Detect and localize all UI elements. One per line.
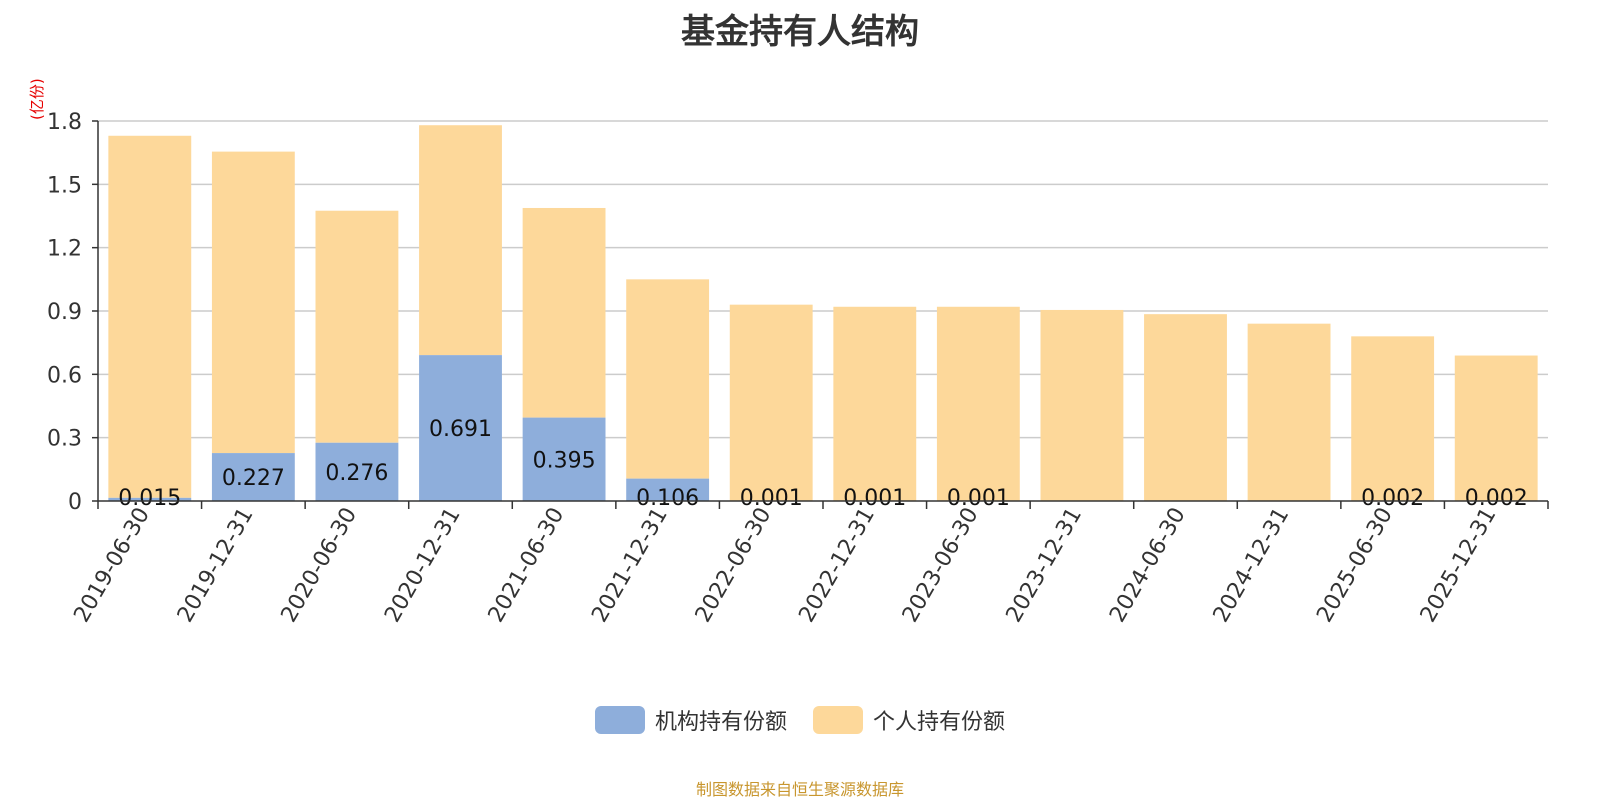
chart-plot: 0 0.3 0.6 0.9 1.2 1.5 1.8 0.015 0.227 0.276 0.691 0…	[47, 110, 1549, 627]
bar-individual	[1144, 314, 1227, 501]
bar-individual	[419, 125, 502, 356]
x-tick-label: 2021-12-31	[587, 504, 673, 627]
bar-individual	[936, 306, 1020, 501]
x-tick-label: 2021-06-30	[484, 504, 570, 627]
bar-individual	[108, 135, 192, 498]
source-note: 制图数据来自恒生聚源数据库	[695, 780, 904, 799]
data-label-institutional: 0.691	[429, 417, 492, 442]
data-label-institutional: 0.001	[843, 486, 906, 511]
y-tick-label: 0.6	[47, 363, 82, 388]
y-tick-label: 0.9	[47, 300, 82, 325]
data-label-institutional: 0.015	[118, 486, 181, 511]
legend: 机构持有份额 个人持有份额	[0, 704, 1600, 736]
bar-institutional	[522, 417, 606, 501]
bar-individual	[211, 151, 295, 454]
data-label-institutional: 0.001	[947, 486, 1010, 511]
legend-label-individual: 个人持有份额	[873, 710, 1006, 735]
data-label-institutional: 0.106	[636, 486, 699, 511]
bar-individual	[522, 207, 606, 418]
legend-item-individual[interactable]: 个人持有份额	[813, 704, 1005, 736]
bar-individual	[1454, 355, 1538, 501]
x-tick-label: 2022-12-31	[794, 504, 880, 627]
y-tick-label: 1.5	[47, 173, 82, 198]
legend-label-institutional: 机构持有份额	[654, 710, 787, 735]
bar-individual	[1247, 323, 1331, 501]
data-label-institutional: 0.002	[1465, 486, 1528, 511]
legend-item-institutional[interactable]: 机构持有份额	[594, 704, 787, 736]
bar-individual	[833, 306, 917, 501]
y-tick-label: 0	[68, 490, 82, 515]
bar-institutional	[626, 478, 710, 501]
x-tick-label: 2023-12-31	[1002, 504, 1088, 627]
legend-swatch-individual	[813, 706, 863, 734]
bar-individual	[626, 279, 710, 479]
x-tick-label: 2020-12-31	[380, 504, 466, 627]
x-tick-label: 2019-06-30	[69, 504, 155, 627]
x-tick-label: 2022-06-30	[691, 504, 777, 627]
bar-individual	[315, 210, 399, 443]
x-tick-label: 2019-12-31	[173, 504, 259, 627]
legend-swatch-institutional	[594, 706, 645, 734]
data-label-institutional: 0.001	[740, 486, 803, 511]
bar-institutional	[315, 442, 399, 501]
bar-institutional	[108, 497, 192, 501]
y-tick-label: 1.8	[47, 110, 82, 135]
bar-institutional	[211, 453, 295, 501]
x-tick-label: 2023-06-30	[898, 504, 984, 627]
bar-individual	[1040, 309, 1124, 501]
data-label-institutional: 0.227	[222, 466, 285, 491]
bar-individual	[1351, 336, 1435, 501]
y-tick-label: 1.2	[47, 237, 82, 262]
data-label-institutional: 0.002	[1361, 486, 1424, 511]
x-tick-label: 2025-06-30	[1312, 504, 1398, 627]
y-tick-label: 0.3	[47, 427, 82, 452]
data-label-institutional: 0.276	[325, 461, 388, 486]
x-tick-label: 2024-06-30	[1105, 504, 1191, 627]
x-tick-label: 2024-12-31	[1209, 504, 1295, 627]
bar-individual	[729, 304, 813, 501]
data-label-institutional: 0.395	[533, 448, 596, 473]
x-tick-label: 2025-12-31	[1416, 504, 1502, 627]
x-tick-label: 2020-06-30	[277, 504, 363, 627]
chart-title: 基金持有人结构	[681, 12, 919, 52]
bar-institutional	[419, 355, 502, 501]
